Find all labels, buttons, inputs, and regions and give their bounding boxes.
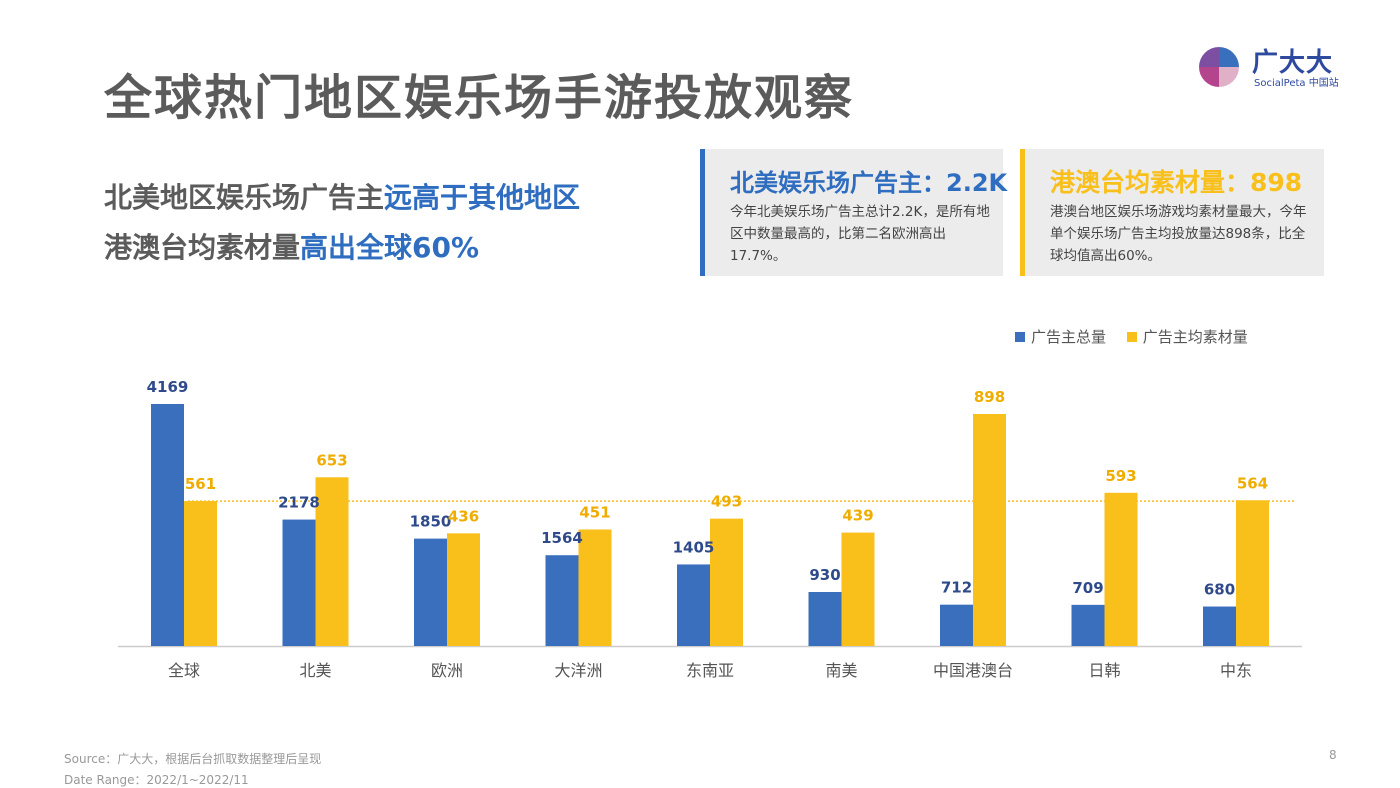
- card-title: 港澳台均素材量：898: [1050, 168, 1303, 197]
- headline-1-text: 北美地区娱乐场广告主: [104, 181, 385, 214]
- headline-2-highlight: 高出全球60%: [300, 231, 480, 264]
- bar-advertisers: [414, 538, 447, 646]
- page-title: 全球热门地区娱乐场手游投放观察: [104, 70, 855, 126]
- headline-line-1: 北美地区娱乐场广告主远高于其他地区: [104, 176, 580, 216]
- category-label: 中国港澳台: [933, 661, 1013, 680]
- hk-macao-taiwan-card: 港澳台均素材量：898 港澳台地区娱乐场游戏均素材量最大，今年单个娱乐场广告主均…: [1020, 149, 1324, 276]
- category-label: 北美: [299, 661, 331, 680]
- data-label-advertisers: 1564: [541, 529, 583, 547]
- data-label-advertisers: 4169: [147, 378, 189, 396]
- data-label-avg-creatives: 593: [1105, 467, 1136, 485]
- brand-name: 广大大: [1252, 48, 1334, 78]
- bar-advertisers: [677, 564, 710, 646]
- bar-advertisers: [940, 604, 973, 646]
- card-body: 港澳台地区娱乐场游戏均素材量最大，今年单个娱乐场广告主均投放量达898条，比全球…: [1050, 204, 1307, 264]
- data-label-avg-creatives: 436: [448, 507, 479, 525]
- headline-1-highlight: 远高于其他地区: [384, 181, 581, 214]
- card-accent-bar: [700, 149, 705, 276]
- chart-legend: 广告主总量 广告主均素材量: [1015, 326, 1264, 347]
- card-body: 今年北美娱乐场广告主总计2.2K，是所有地区中数量最高的，比第二名欧洲高出17.…: [730, 204, 990, 264]
- category-label: 大洋洲: [554, 661, 602, 680]
- data-label-advertisers: 709: [1072, 579, 1103, 597]
- north-america-card: 北美娱乐场广告主：2.2K 今年北美娱乐场广告主总计2.2K，是所有地区中数量最…: [700, 149, 1007, 276]
- bar-avg-creatives: [1104, 492, 1138, 646]
- bar-avg-creatives: [841, 532, 875, 646]
- brand-logo: 广大大 SocialPeta 中国站: [1198, 44, 1348, 90]
- bar-avg-creatives: [578, 529, 612, 646]
- brand-subtitle: SocialPeta 中国站: [1254, 78, 1339, 89]
- bar-advertisers: [151, 404, 184, 646]
- data-label-advertisers: 712: [941, 579, 972, 597]
- data-label-advertisers: 680: [1204, 581, 1235, 599]
- legend-item-avg-creatives: 广告主均素材量: [1126, 326, 1248, 347]
- legend-label: 广告主均素材量: [1142, 328, 1248, 346]
- data-label-avg-creatives: 451: [579, 503, 610, 521]
- category-label: 东南亚: [686, 661, 734, 680]
- data-label-avg-creatives: 653: [316, 451, 347, 469]
- legend-swatch: [1126, 332, 1137, 342]
- headline-2-text: 港澳台均素材量: [104, 231, 301, 264]
- data-label-advertisers: 1405: [673, 538, 715, 556]
- bar-advertisers: [545, 555, 579, 646]
- data-label-advertisers: 1850: [410, 513, 452, 531]
- data-label-avg-creatives: 439: [842, 507, 873, 525]
- category-label: 南美: [825, 661, 857, 680]
- legend-swatch: [1015, 332, 1025, 342]
- footer-date-range: Date Range：2022/1~2022/11: [64, 773, 249, 787]
- card-accent-bar: [1020, 149, 1025, 276]
- data-label-advertisers: 2178: [278, 494, 320, 512]
- headline-line-2: 港澳台均素材量高出全球60%: [104, 226, 479, 266]
- bar-avg-creatives: [1236, 500, 1269, 646]
- bar-avg-creatives: [447, 533, 480, 646]
- bar-advertisers: [282, 519, 316, 646]
- legend-label: 广告主总量: [1031, 328, 1107, 346]
- bar-advertisers: [808, 592, 842, 646]
- category-label: 欧洲: [431, 661, 463, 680]
- card-title: 北美娱乐场广告主：2.2K: [730, 169, 1008, 197]
- data-label-avg-creatives: 561: [185, 475, 216, 493]
- page-number: 8: [1329, 748, 1337, 762]
- legend-item-advertisers: 广告主总量: [1015, 326, 1106, 347]
- category-label: 中东: [1220, 661, 1252, 680]
- brand-logo-icon: [1199, 47, 1239, 87]
- category-label: 全球: [168, 661, 200, 680]
- bar-advertisers: [1071, 604, 1105, 646]
- bar-avg-creatives: [710, 518, 743, 646]
- data-label-avg-creatives: 493: [711, 493, 742, 511]
- data-label-avg-creatives: 898: [974, 388, 1005, 406]
- data-label-advertisers: 930: [809, 566, 840, 584]
- category-label: 日韩: [1088, 661, 1120, 680]
- bar-avg-creatives: [315, 477, 349, 646]
- bar-advertisers: [1203, 606, 1236, 646]
- footer-source: Source：广大大，根据后台抓取数据整理后呈现: [64, 752, 322, 766]
- data-label-avg-creatives: 564: [1237, 474, 1268, 492]
- bar-avg-creatives: [973, 414, 1006, 646]
- bar-avg-creatives: [184, 501, 217, 646]
